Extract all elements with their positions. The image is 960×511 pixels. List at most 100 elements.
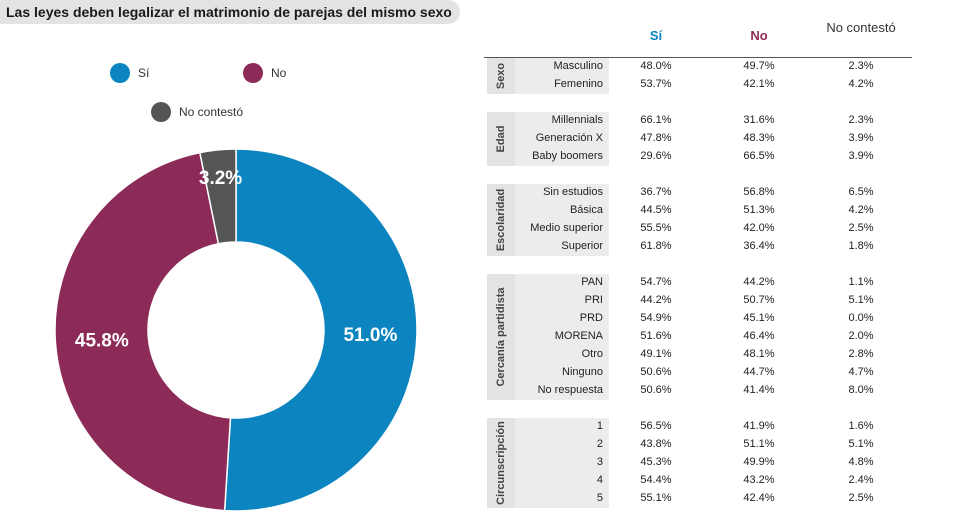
- table-row: Ninguno 50.6% 44.7% 4.7%: [0, 364, 960, 382]
- chart-title: Las leyes deben legalizar el matrimonio …: [6, 4, 452, 20]
- row-label: PRI: [584, 294, 603, 306]
- row-label: Millennials: [551, 114, 603, 126]
- table-row: 2 43.8% 51.1% 5.1%: [0, 436, 960, 454]
- table-row: Baby boomers 29.6% 66.5% 3.9%: [0, 148, 960, 166]
- cell-nc: 2.8%: [848, 348, 874, 360]
- cell-no: 46.4%: [743, 330, 775, 342]
- group-label-box: Cercanía partidista: [487, 274, 515, 400]
- header-divider: [484, 57, 912, 58]
- cell-nc: 4.2%: [848, 78, 874, 90]
- cell-no: 49.9%: [743, 456, 775, 468]
- slice-no: [54, 151, 232, 511]
- cell-si: 48.0%: [640, 60, 672, 72]
- legend-label-nc: No contestó: [179, 105, 244, 119]
- title-bar: Las leyes deben legalizar el matrimonio …: [0, 0, 460, 24]
- row-label: 5: [596, 492, 603, 504]
- table-row: Superior 61.8% 36.4% 1.8%: [0, 238, 960, 256]
- cell-nc: 2.0%: [848, 330, 874, 342]
- table-row: Generación X 47.8% 48.3% 3.9%: [0, 130, 960, 148]
- cell-si: 54.4%: [640, 474, 672, 486]
- cell-nc: 1.6%: [848, 420, 874, 432]
- cell-no: 49.7%: [743, 60, 775, 72]
- table-row: Medio superior 55.5% 42.0% 2.5%: [0, 220, 960, 238]
- cell-si: 45.3%: [640, 456, 672, 468]
- table-row: PRI 44.2% 50.7% 5.1%: [0, 292, 960, 310]
- table-row: No respuesta 50.6% 41.4% 8.0%: [0, 382, 960, 400]
- cell-no: 48.3%: [743, 132, 775, 144]
- cell-no: 41.4%: [743, 384, 775, 396]
- cell-nc: 4.8%: [848, 456, 874, 468]
- cell-si: 54.7%: [640, 276, 672, 288]
- cell-si: 56.5%: [640, 420, 672, 432]
- column-header-si: Sí: [649, 28, 663, 43]
- row-label: Femenino: [554, 78, 603, 90]
- cell-si: 50.6%: [640, 384, 672, 396]
- cell-no: 41.9%: [743, 420, 775, 432]
- slice-si: [223, 148, 418, 511]
- cell-nc: 0.0%: [848, 312, 874, 324]
- cell-nc: 2.5%: [848, 492, 874, 504]
- cell-nc: 8.0%: [848, 384, 874, 396]
- cell-si: 53.7%: [640, 78, 672, 90]
- cell-no: 42.0%: [743, 222, 775, 234]
- cell-no: 48.1%: [743, 348, 775, 360]
- table-row: Millennials 66.1% 31.6% 2.3%: [0, 112, 960, 130]
- cell-si: 36.7%: [640, 186, 672, 198]
- column-header-nc: No contestó: [826, 20, 896, 35]
- cell-no: 44.2%: [743, 276, 775, 288]
- slice-si-label: 51.0%: [343, 325, 397, 346]
- row-label: 3: [596, 456, 603, 468]
- legend-item-si: Sí: [110, 63, 149, 83]
- cell-no: 50.7%: [743, 294, 775, 306]
- cell-nc: 2.5%: [848, 222, 874, 234]
- legend-dot-nc: [151, 102, 171, 122]
- cell-nc: 4.7%: [848, 366, 874, 378]
- cell-si: 44.5%: [640, 204, 672, 216]
- cell-si: 61.8%: [640, 240, 672, 252]
- cell-nc: 2.3%: [848, 60, 874, 72]
- cell-nc: 4.2%: [848, 204, 874, 216]
- row-label: Baby boomers: [532, 150, 603, 162]
- cell-nc: 3.9%: [848, 132, 874, 144]
- row-label: 2: [596, 438, 603, 450]
- table-row: MORENA 51.6% 46.4% 2.0%: [0, 328, 960, 346]
- cell-si: 50.6%: [640, 366, 672, 378]
- cell-si: 51.6%: [640, 330, 672, 342]
- row-label: MORENA: [554, 330, 603, 342]
- slice-no-label: 45.8%: [75, 330, 129, 351]
- legend-label-si: Sí: [138, 66, 150, 80]
- cell-no: 56.8%: [743, 186, 775, 198]
- cell-no: 45.1%: [743, 312, 775, 324]
- cell-nc: 2.4%: [848, 474, 874, 486]
- slice-nc: [198, 148, 237, 245]
- cell-si: 66.1%: [640, 114, 672, 126]
- cell-nc: 2.3%: [848, 114, 874, 126]
- cell-nc: 1.1%: [848, 276, 874, 288]
- column-header-no: No: [750, 28, 768, 43]
- cell-si: 44.2%: [640, 294, 672, 306]
- table-row: Sin estudios 36.7% 56.8% 6.5%: [0, 184, 960, 202]
- row-label: PRD: [579, 312, 603, 324]
- legend-label-no: No: [271, 66, 287, 80]
- cell-no: 44.7%: [743, 366, 775, 378]
- row-label: Generación X: [535, 132, 603, 144]
- table-row: 4 54.4% 43.2% 2.4%: [0, 472, 960, 490]
- table-row: 5 55.1% 42.4% 2.5%: [0, 490, 960, 508]
- cell-nc: 3.9%: [848, 150, 874, 162]
- group-label-box: Sexo: [487, 58, 515, 94]
- group-label-box: Escolaridad: [487, 184, 515, 256]
- cell-nc: 1.8%: [848, 240, 874, 252]
- group-label-box: Edad: [487, 112, 515, 166]
- table-row: PRD 54.9% 45.1% 0.0%: [0, 310, 960, 328]
- cell-no: 36.4%: [743, 240, 775, 252]
- cell-si: 47.8%: [640, 132, 672, 144]
- legend-item-no: No: [243, 63, 286, 83]
- cell-si: 29.6%: [640, 150, 672, 162]
- cell-no: 43.2%: [743, 474, 775, 486]
- cell-no: 42.1%: [743, 78, 775, 90]
- cell-si: 55.1%: [640, 492, 672, 504]
- legend-dot-no: [243, 63, 263, 83]
- cell-nc: 5.1%: [848, 294, 874, 306]
- legend-dot-si: [110, 63, 130, 83]
- legend-item-nc: No contestó: [151, 102, 243, 122]
